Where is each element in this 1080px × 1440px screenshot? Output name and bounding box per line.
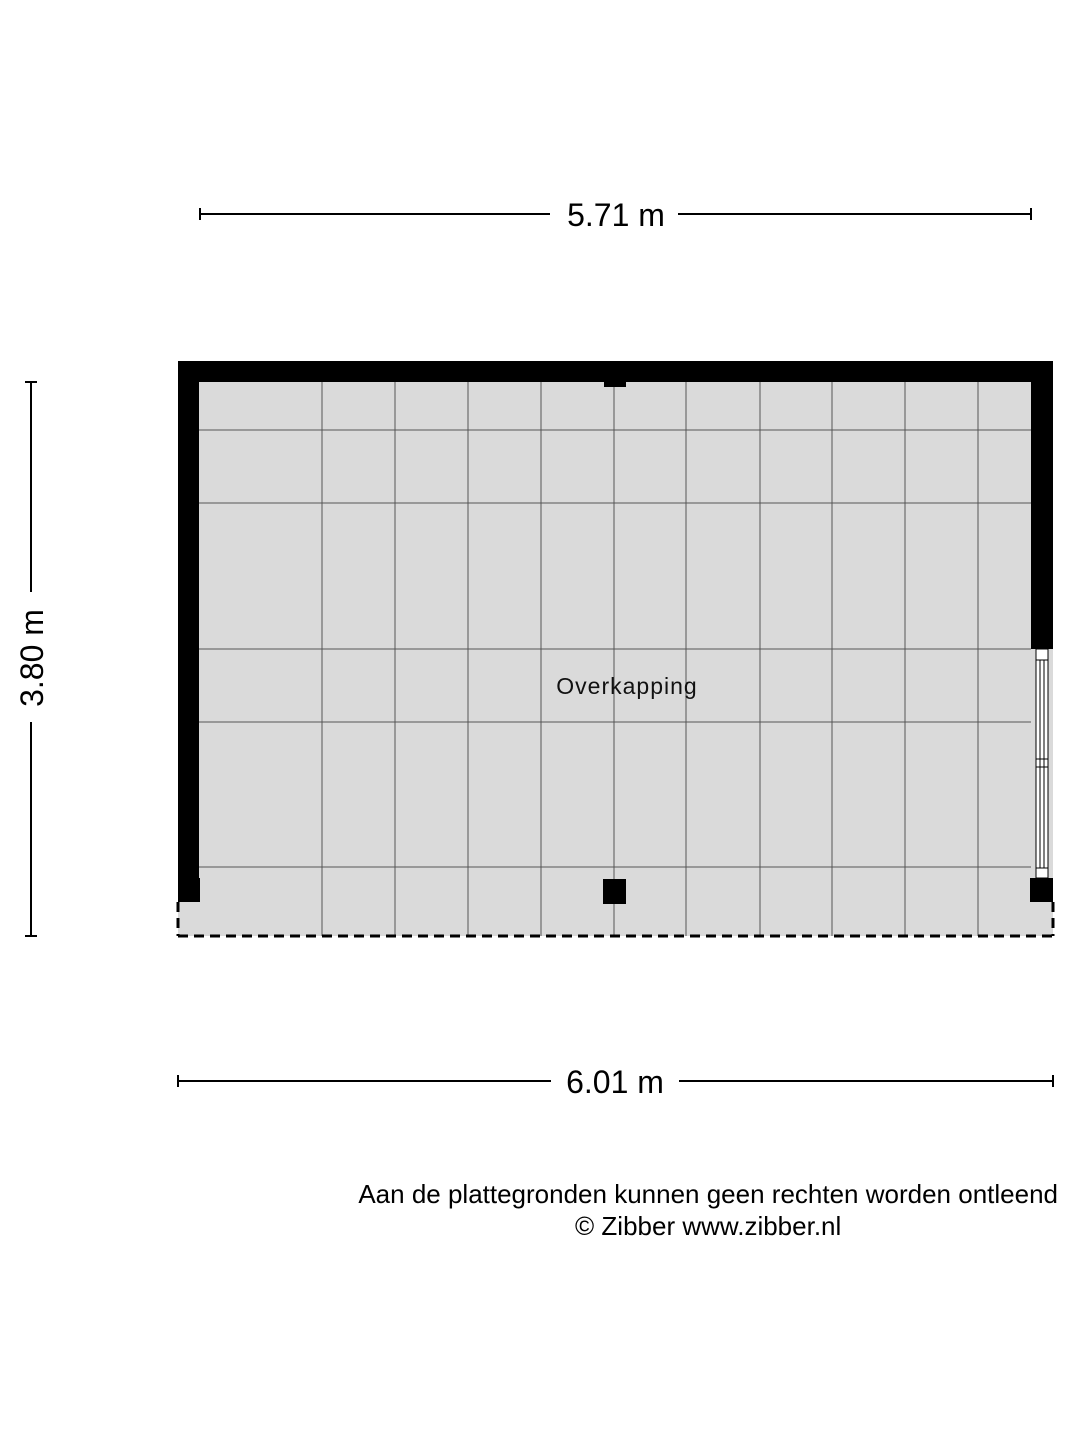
tile-grid bbox=[199, 382, 1031, 936]
walls bbox=[178, 361, 1053, 881]
disclaimer-text: Aan de plattegronden kunnen geen rechten… bbox=[358, 1179, 1058, 1209]
top-dimension-label: 5.71 m bbox=[567, 197, 665, 233]
bottom-dimension-line bbox=[177, 1075, 1054, 1087]
left-dimension-line bbox=[25, 381, 37, 937]
top-dimension-line bbox=[199, 208, 1032, 220]
bottom-dimension-label: 6.01 m bbox=[566, 1064, 664, 1100]
room-label: Overkapping bbox=[556, 673, 697, 699]
footer: Aan de plattegronden kunnen geen rechten… bbox=[358, 1178, 1058, 1242]
roof-outline-dashed bbox=[176, 902, 1055, 938]
left-dimension-label: 3.80 m bbox=[14, 609, 50, 707]
window bbox=[1035, 648, 1049, 879]
copyright-text: © Zibber www.zibber.nl bbox=[575, 1211, 842, 1241]
posts bbox=[178, 878, 1053, 904]
